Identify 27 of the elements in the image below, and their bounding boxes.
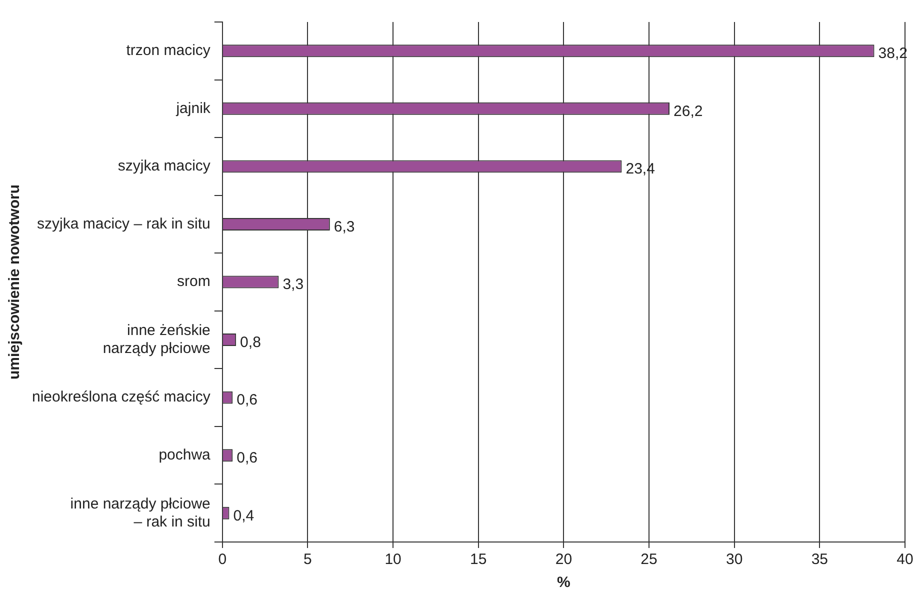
y-tick-label: inne narządy płciowe – rak in situ xyxy=(70,495,210,530)
x-tick-label: 15 xyxy=(470,551,487,568)
x-tick-label: 35 xyxy=(811,551,828,568)
y-tick-label: szyjka macicy – rak in situ xyxy=(37,215,210,232)
y-tick-label: nieokreślona część macicy xyxy=(32,388,211,406)
y-tick-label: jajnik xyxy=(175,100,211,117)
y-tick-label: srom xyxy=(177,273,210,290)
x-tick-label: 25 xyxy=(640,551,658,568)
x-tick-label: 40 xyxy=(896,551,914,568)
data-label: 3,3 xyxy=(282,276,304,294)
data-label: 0,6 xyxy=(236,392,258,409)
x-axis-title: % xyxy=(557,574,570,592)
y-tick-label: szyjka macicy xyxy=(118,158,211,175)
y-tick-label: trzon macicy xyxy=(126,42,211,60)
data-label: 0,4 xyxy=(233,507,254,524)
x-tick-label: 0 xyxy=(218,551,227,568)
data-label: 0,8 xyxy=(240,334,261,351)
data-label: 0,6 xyxy=(236,449,258,466)
x-tick-label: 20 xyxy=(555,551,572,568)
x-tick-label: 5 xyxy=(304,551,312,568)
y-tick-label: inne żeńskie narządy płciowe xyxy=(102,322,210,357)
x-tick-label: 30 xyxy=(726,551,743,568)
y-tick-label: pochwa xyxy=(158,446,212,464)
data-label: 6,3 xyxy=(334,218,355,236)
y-axis-title: umiejscowienie nowotworu xyxy=(6,184,24,380)
data-label: 26,2 xyxy=(674,102,703,120)
x-tick-label: 10 xyxy=(384,551,402,568)
